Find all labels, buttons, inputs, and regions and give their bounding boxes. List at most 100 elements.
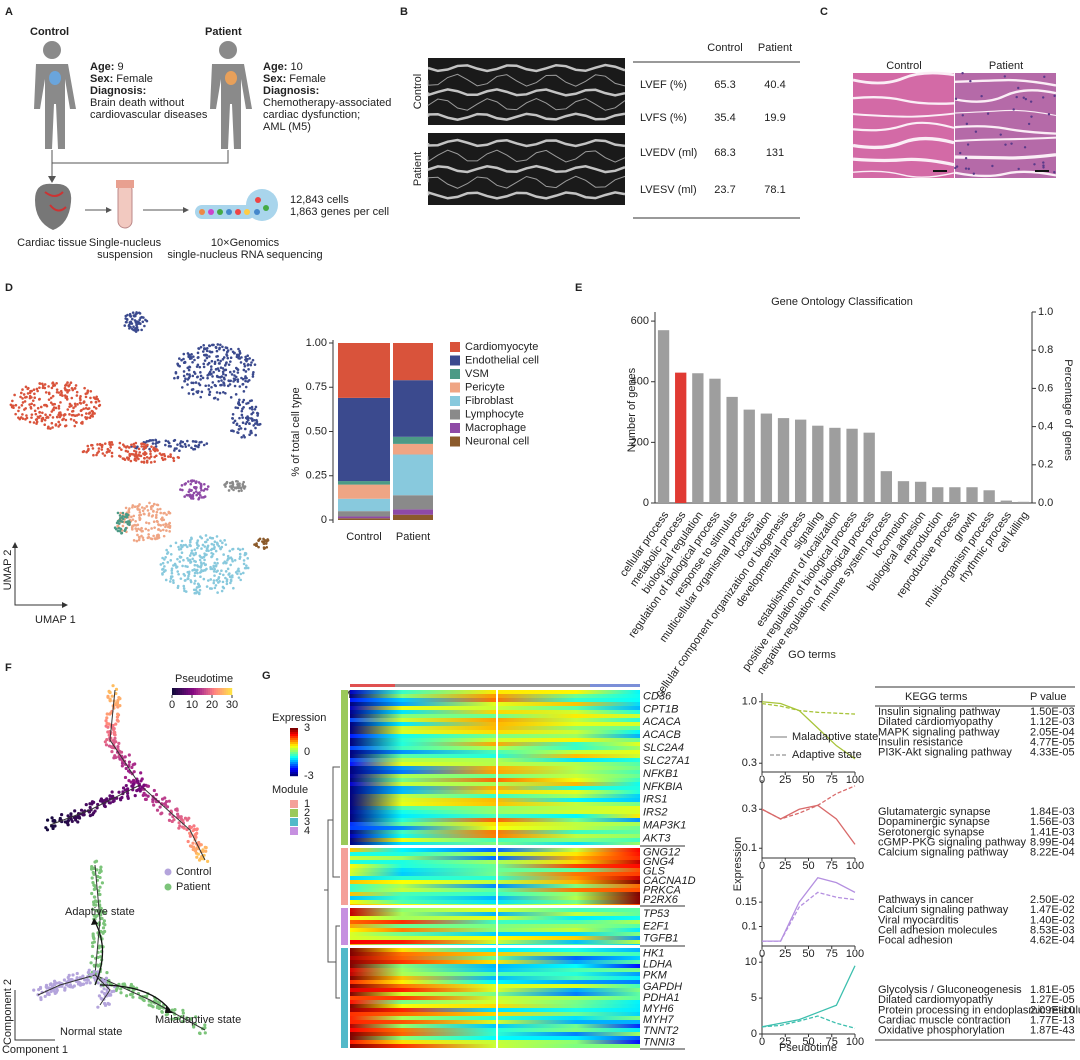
heatmap-row: [350, 698, 640, 702]
y-tick-label: 0.3: [742, 757, 757, 769]
trajectory-point: [32, 988, 36, 992]
heatmap-row: [350, 814, 640, 818]
umap-point: [181, 488, 184, 492]
umap-point: [203, 558, 206, 562]
legend-label: 1: [304, 798, 310, 810]
trajectory-point: [92, 940, 96, 944]
umap-point: [195, 444, 198, 448]
umap-point: [250, 405, 254, 409]
umap-point: [162, 534, 166, 538]
trajectory-point: [63, 820, 67, 824]
umap-point: [238, 385, 242, 388]
trajectory-point: [47, 992, 51, 997]
umap-point: [124, 314, 128, 318]
nucleus: [1042, 161, 1045, 164]
umap-point: [207, 388, 211, 391]
y-tick-label: 0: [321, 514, 327, 526]
trajectory-point: [102, 991, 107, 996]
umap-point: [178, 357, 181, 360]
kegg-term: Dilated cardiomyopathy: [878, 716, 993, 728]
gene-label: TP53: [643, 908, 670, 920]
trajectory-point: [188, 834, 192, 838]
umap-point: [207, 344, 211, 347]
umap-point: [36, 389, 39, 393]
umap-point: [145, 521, 148, 524]
umap-point: [180, 358, 183, 362]
trajectory-point: [103, 929, 107, 934]
umap-point: [202, 561, 206, 565]
trajectory-point: [185, 827, 189, 832]
umap-point: [212, 579, 216, 582]
umap-point: [204, 563, 208, 566]
umap-point: [106, 447, 110, 451]
umap-point: [43, 403, 46, 407]
umap-point: [198, 585, 202, 588]
x-tick-label: Control: [346, 531, 381, 543]
umap-point: [236, 380, 240, 383]
trajectory-point: [170, 819, 174, 824]
trajectory-point: [99, 906, 103, 911]
trajectory-point: [114, 687, 119, 691]
trajectory-line: [94, 974, 206, 1031]
trajectory-point: [95, 913, 99, 918]
info-value: Female: [116, 73, 153, 85]
umap-point: [223, 384, 226, 387]
umap-point: [173, 376, 176, 380]
umap-point: [191, 440, 195, 443]
umap-point: [254, 426, 257, 430]
legend-swatch: [290, 800, 298, 808]
axis-label: % of total cell type: [290, 387, 302, 476]
umap-point: [144, 527, 148, 531]
umap-point: [120, 531, 123, 535]
trajectory-point: [177, 821, 181, 825]
trajectory-point: [105, 716, 109, 720]
heatmap-row: [350, 734, 640, 738]
trajectory-point: [45, 828, 50, 832]
umap-point: [25, 414, 28, 417]
legend-swatch: [450, 369, 460, 379]
colorbar-cell: [172, 688, 175, 695]
heatmap-row: [350, 984, 640, 988]
trajectory-point: [69, 812, 73, 816]
umap-point: [138, 514, 141, 517]
trajectory-point: [99, 996, 103, 1000]
image-label: Control: [886, 60, 921, 72]
umap-point: [21, 397, 24, 400]
umap-point: [201, 543, 205, 547]
gene-label: IRS2: [643, 807, 667, 819]
trajectory-point: [132, 770, 136, 774]
umap-point: [74, 384, 78, 387]
legend-label: Cardiomyocyte: [465, 341, 538, 353]
umap-point: [204, 569, 207, 572]
y-tick-label: 0.25: [306, 470, 327, 482]
umap-point: [180, 484, 184, 487]
heatmap-row: [350, 830, 640, 834]
umap-point: [241, 382, 245, 386]
umap-point: [195, 541, 199, 544]
umap-point: [202, 443, 206, 447]
umap-point: [214, 384, 218, 388]
heatmap-row: [350, 852, 640, 856]
umap-point: [240, 413, 244, 417]
trajectory-point: [49, 982, 53, 986]
umap-point: [225, 561, 228, 565]
umap-point: [121, 511, 125, 515]
trajectory-line: [49, 784, 141, 826]
umap-point: [14, 403, 18, 407]
umap-point: [200, 488, 203, 492]
umap-point: [170, 567, 174, 570]
umap-point: [137, 527, 140, 531]
x-tick-label: 50: [802, 1036, 814, 1048]
umap-point: [186, 570, 190, 574]
umap-point: [224, 362, 228, 365]
umap-point: [236, 371, 240, 374]
trajectory-point: [110, 990, 114, 994]
umap-point: [62, 414, 66, 417]
umap-point: [172, 457, 175, 460]
trajectory-point: [167, 818, 172, 822]
title: Control: [30, 26, 69, 38]
legend-title: Expression: [272, 712, 326, 724]
trajectory-point: [133, 794, 137, 798]
info-line: Sex: Female: [90, 73, 153, 85]
